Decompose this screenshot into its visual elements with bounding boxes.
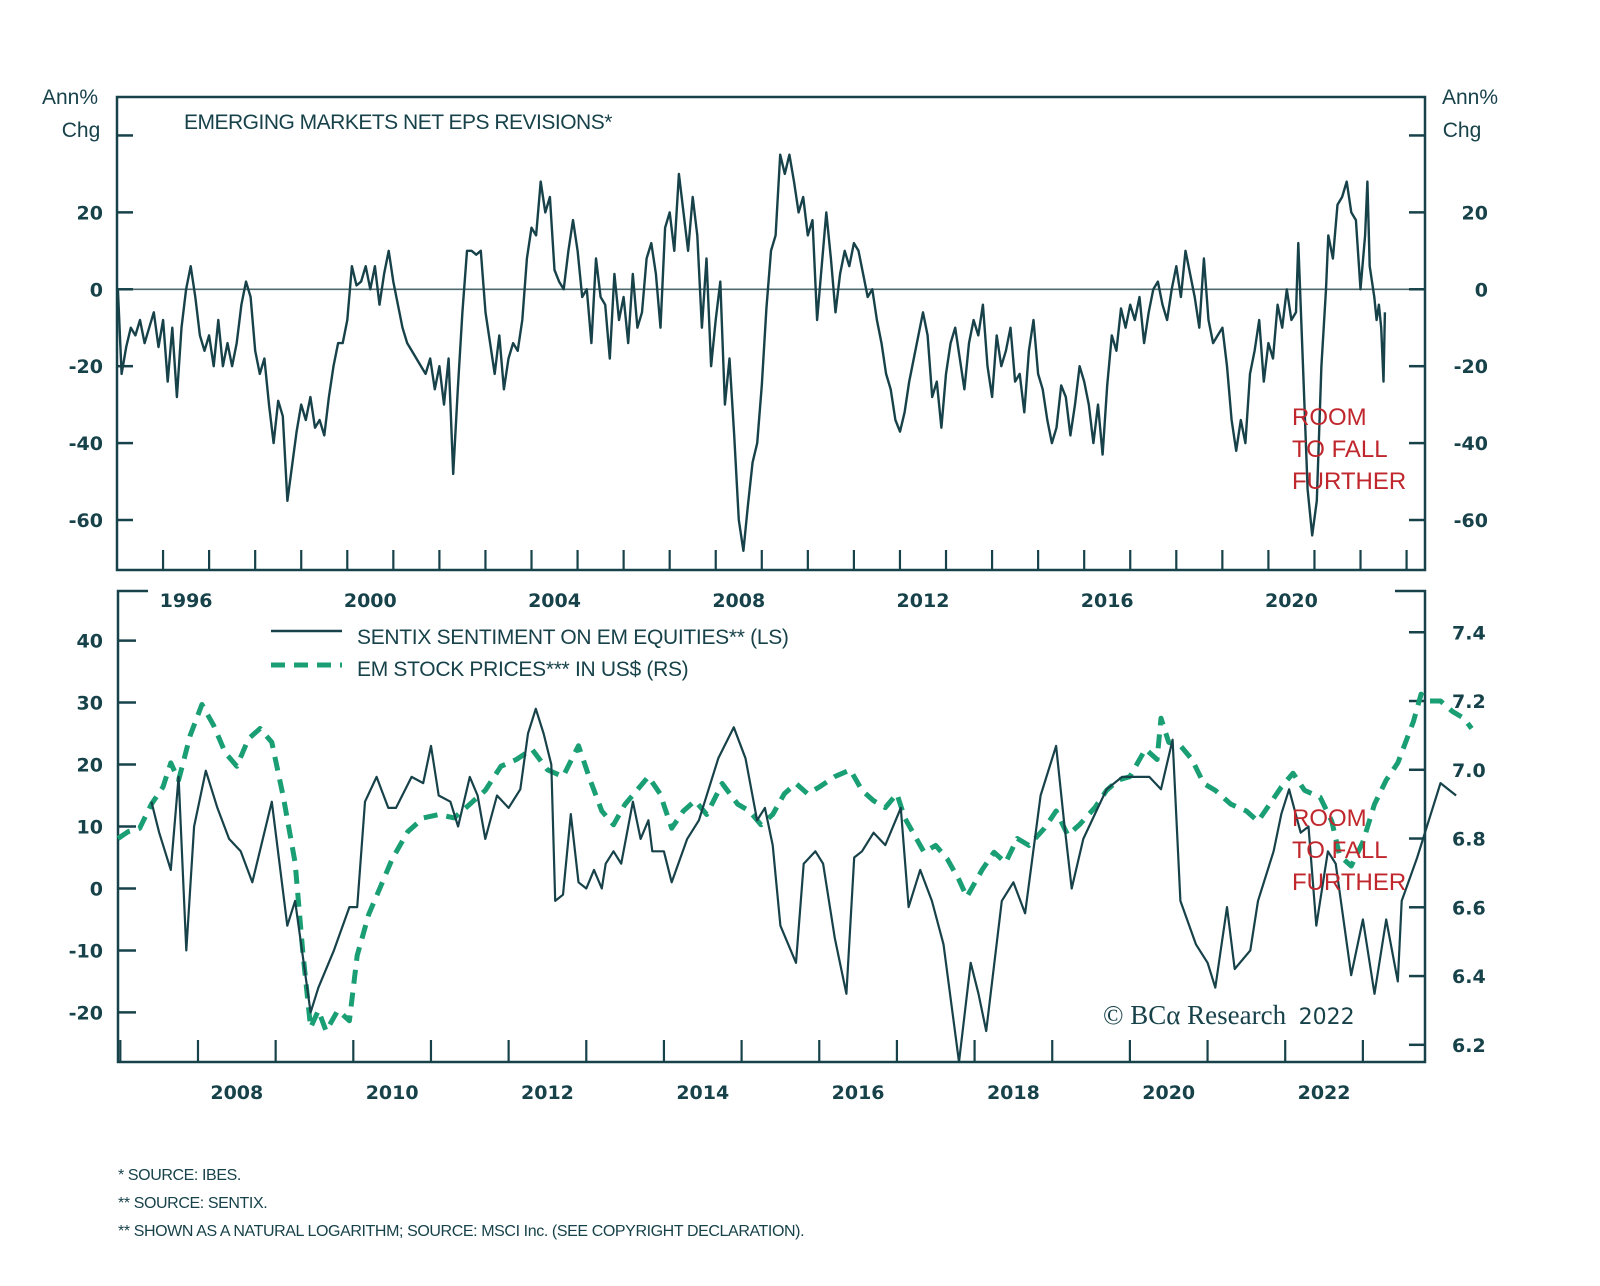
top-right-unit-label-1: Ann% <box>1442 86 1498 109</box>
bottom-xtick-label: 2016 <box>832 1082 885 1104</box>
bottom-right-ytick-label: 7.2 <box>1452 691 1486 713</box>
copyright-label: © BCα Research 2022 <box>1103 1000 1355 1030</box>
bottom-xtick-label: 2008 <box>210 1082 263 1104</box>
bottom-xtick-label: 2022 <box>1298 1082 1351 1104</box>
bottom-left-ytick-label: 0 <box>90 878 103 900</box>
bottom-xtick-label: 2014 <box>676 1082 729 1104</box>
bottom-xtick-label: 2018 <box>987 1082 1040 1104</box>
top-right-ytick-label: 20 <box>1462 202 1488 224</box>
top-y-ticks: -60 -60 -40 -40 -20 -20 0 0 20 20 <box>69 134 1488 532</box>
top-left-ytick-label: 0 <box>90 279 103 301</box>
footnote-1: * SOURCE: IBES. <box>118 1167 241 1184</box>
top-right-ytick-label: -20 <box>1454 356 1488 378</box>
bottom-left-ytick-label: -10 <box>69 940 103 962</box>
top-left-ytick-label: -60 <box>69 510 103 532</box>
bottom-left-ytick-label: 30 <box>77 693 103 715</box>
footnotes: * SOURCE: IBES. ** SOURCE: SENTIX. ** SH… <box>118 1162 805 1246</box>
top-left-ytick-label: 20 <box>77 202 103 224</box>
top-right-unit-label-2: Chg <box>1443 119 1482 142</box>
bottom-right-y-ticks: 6.2 6.4 6.6 6.8 7.0 7.2 7.4 <box>1409 622 1486 1057</box>
bottom-xtick-label: 2010 <box>366 1082 419 1104</box>
sentix-sentiment-line <box>150 707 1457 1064</box>
eps-revisions-panel: -60 -60-40 -40-20 -200 020 20 1996 2000 2004 200… <box>42 86 1498 612</box>
bottom-right-ytick-label: 6.8 <box>1452 829 1486 851</box>
bottom-right-ytick-label: 6.4 <box>1452 966 1486 988</box>
bottom-right-ytick-label: 6.2 <box>1452 1035 1486 1057</box>
bottom-annotation-line: TO FALL <box>1292 837 1388 864</box>
footnote-2: ** SOURCE: SENTIX. <box>118 1195 268 1212</box>
top-right-ytick-label: -60 <box>1454 510 1488 532</box>
bottom-annotation-line: FURTHER <box>1292 869 1406 896</box>
top-annotation-line: ROOM <box>1292 404 1367 431</box>
top-right-ytick-label: -40 <box>1454 433 1488 455</box>
copyright-brand: © BCα Research <box>1103 1000 1287 1030</box>
top-xtick-label: 2020 <box>1265 590 1318 612</box>
bottom-left-ytick-label: 10 <box>77 817 103 839</box>
bottom-xtick-label: 2012 <box>521 1082 574 1104</box>
top-annotation-room-to-fall: ROOM TO FALL FURTHER <box>1292 404 1406 495</box>
copyright-year: 2022 <box>1299 1005 1355 1030</box>
bottom-left-ytick-label: -20 <box>69 1002 103 1024</box>
bottom-x-ticks: 2008 2010 2012 2014 2016 2018 2020 2022 <box>119 1040 1364 1104</box>
top-left-unit-label-1: Ann% <box>42 86 98 109</box>
top-xtick-label: 2008 <box>712 590 765 612</box>
top-xtick-label: 2016 <box>1081 590 1134 612</box>
top-xtick-label: 2012 <box>897 590 950 612</box>
top-plot-frame <box>115 95 1427 572</box>
top-annotation-line: FURTHER <box>1292 468 1406 495</box>
top-chart-title: EMERGING MARKETS NET EPS REVISIONS* <box>184 111 612 134</box>
legend: SENTIX SENTIMENT ON EM EQUITIES** (LS) E… <box>271 626 789 681</box>
bottom-right-ytick-label: 7.0 <box>1452 760 1486 782</box>
bottom-left-y-ticks: -20 -10 0 10 20 30 40 <box>69 631 136 1024</box>
bottom-annotation-line: ROOM <box>1292 805 1367 832</box>
top-right-ytick-label: 0 <box>1475 279 1488 301</box>
em-stock-prices-line <box>116 691 1474 1034</box>
top-xtick-label: 1996 <box>160 590 213 612</box>
bottom-xtick-label: 2020 <box>1142 1082 1195 1104</box>
sentiment-prices-panel: -20 -10 0 10 20 30 40 6.2 6.4 6.6 6.8 7.0 7.2 7.4 20… <box>69 589 1486 1104</box>
top-left-ytick-label: -40 <box>69 433 103 455</box>
eps-revisions-line <box>116 153 1387 552</box>
bottom-right-ytick-label: 7.4 <box>1452 622 1486 644</box>
top-left-ytick-label: -20 <box>69 356 103 378</box>
legend-label-sentix: SENTIX SENTIMENT ON EM EQUITIES** (LS) <box>357 626 789 649</box>
bottom-left-ytick-label: 20 <box>77 755 103 777</box>
bottom-left-ytick-label: 40 <box>77 631 103 653</box>
legend-label-em-prices: EM STOCK PRICES*** IN US$ (RS) <box>357 658 688 681</box>
top-left-unit-label-2: Chg <box>62 119 101 142</box>
top-x-ticks: 1996 2000 2004 2008 2012 2016 2020 <box>160 550 1408 612</box>
bottom-right-ytick-label: 6.6 <box>1452 897 1486 919</box>
bottom-annotation-room-to-fall: ROOM TO FALL FURTHER <box>1292 805 1406 896</box>
footnote-3: ** SHOWN AS A NATURAL LOGARITHM; SOURCE:… <box>118 1223 805 1240</box>
top-xtick-label: 2000 <box>344 590 397 612</box>
top-xtick-label: 2004 <box>528 590 581 612</box>
bottom-plot-frame <box>116 589 1427 1064</box>
top-annotation-line: TO FALL <box>1292 436 1388 463</box>
